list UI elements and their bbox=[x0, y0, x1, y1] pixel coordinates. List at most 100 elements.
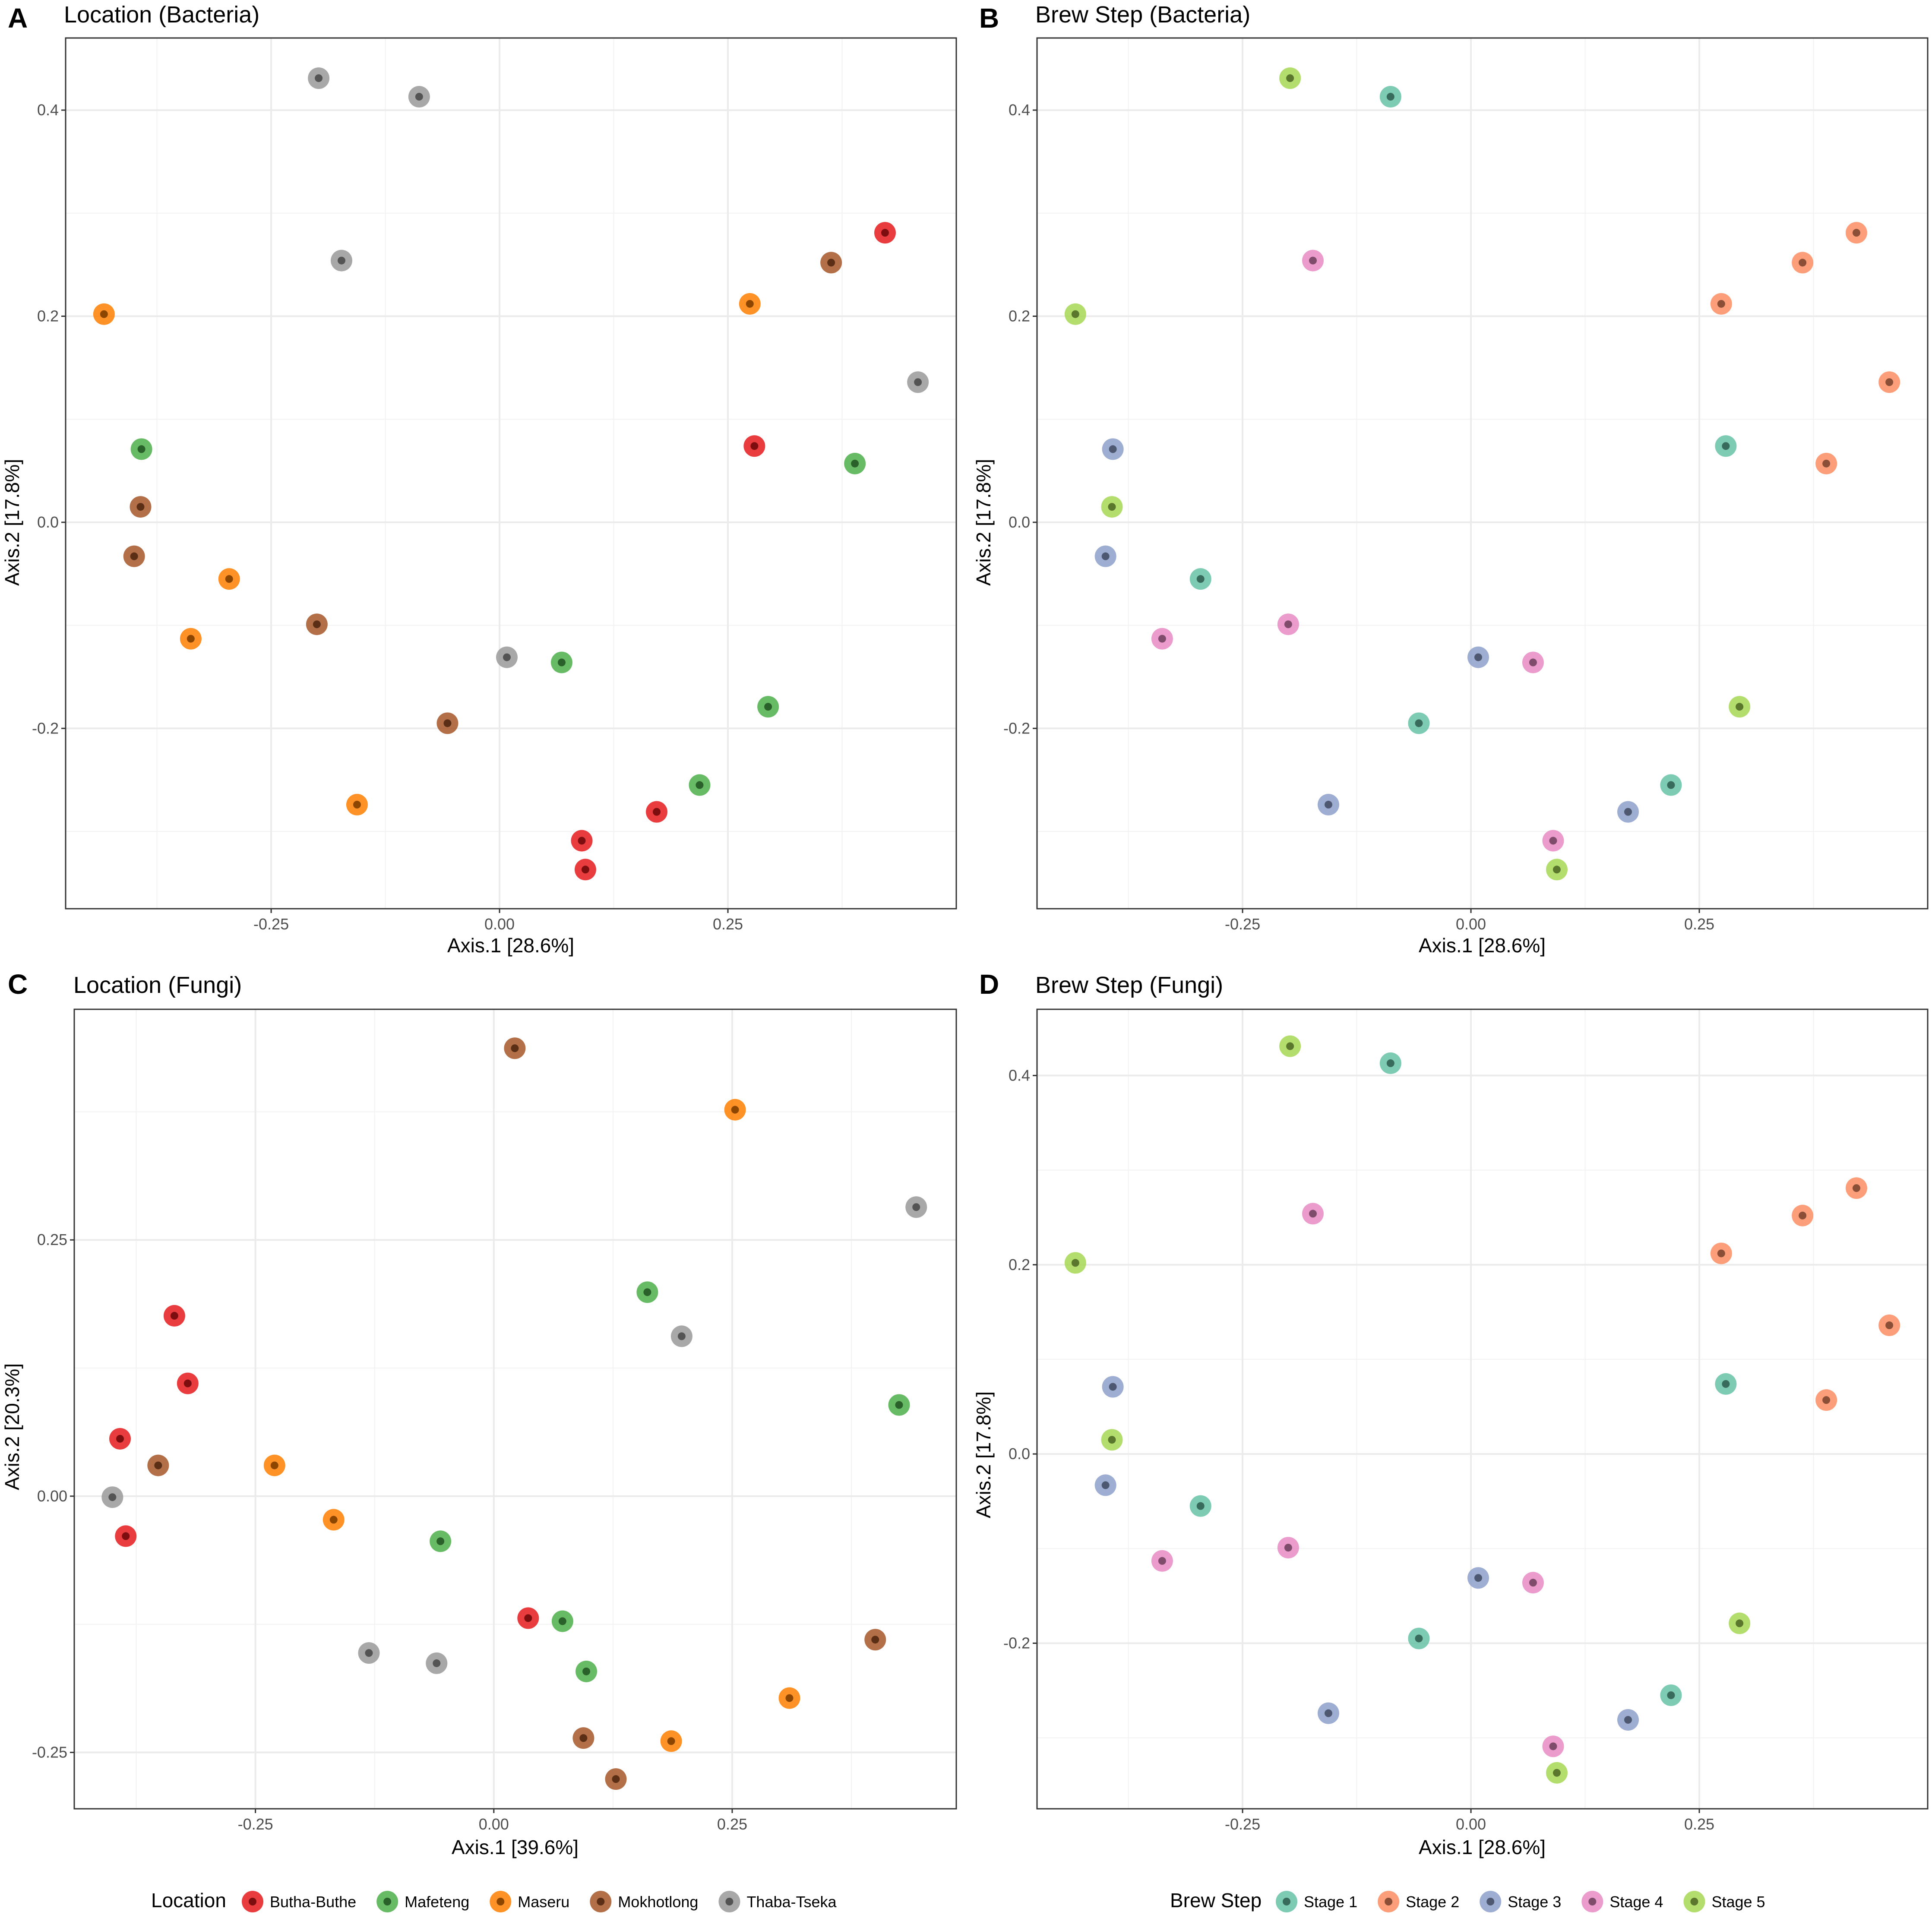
x-axis-title: Axis.1 [39.6%] bbox=[452, 1836, 579, 1858]
data-point bbox=[1302, 1203, 1324, 1225]
data-point bbox=[101, 1486, 123, 1508]
x-tick-label: -0.25 bbox=[1225, 1815, 1260, 1833]
y-axis-title: Axis.2 [17.8%] bbox=[972, 1391, 995, 1518]
data-point bbox=[1715, 1373, 1737, 1395]
data-point bbox=[1715, 435, 1737, 457]
y-tick-label: -0.2 bbox=[1003, 1634, 1030, 1652]
x-tick-label: 0.25 bbox=[1684, 915, 1714, 933]
data-point bbox=[1317, 1702, 1339, 1724]
data-point bbox=[907, 371, 929, 393]
data-point bbox=[1151, 1550, 1173, 1572]
data-point bbox=[1878, 371, 1900, 393]
data-point bbox=[757, 696, 779, 718]
data-point bbox=[574, 859, 596, 881]
data-point bbox=[1522, 651, 1544, 673]
data-point bbox=[263, 1454, 285, 1476]
legend-label: Maseru bbox=[518, 1893, 569, 1911]
data-point bbox=[1660, 774, 1682, 796]
data-point bbox=[331, 250, 353, 272]
legend-item: Mafeteng bbox=[376, 1891, 469, 1912]
y-tick-label: 0.0 bbox=[37, 513, 59, 531]
data-point bbox=[1102, 438, 1124, 460]
legend-label: Thaba-Tseka bbox=[746, 1893, 837, 1911]
data-point bbox=[308, 67, 330, 89]
data-point bbox=[1279, 1035, 1301, 1057]
data-point bbox=[1102, 1376, 1124, 1398]
data-point bbox=[888, 1394, 910, 1416]
data-point bbox=[1094, 545, 1116, 567]
data-point bbox=[670, 1325, 692, 1347]
x-tick-label: 0.25 bbox=[713, 915, 743, 933]
legend-label: Stage 1 bbox=[1304, 1893, 1357, 1911]
data-point bbox=[1546, 859, 1568, 881]
y-tick-label: -0.2 bbox=[32, 719, 59, 737]
data-point bbox=[571, 830, 593, 852]
data-point bbox=[323, 1509, 345, 1531]
legend-item: Maseru bbox=[490, 1891, 569, 1912]
x-axis-title: Axis.1 [28.6%] bbox=[1419, 1836, 1546, 1858]
data-point bbox=[1845, 222, 1867, 244]
data-point bbox=[1660, 1684, 1682, 1706]
y-tick-label: 0.4 bbox=[1009, 101, 1030, 119]
data-point bbox=[1710, 1242, 1732, 1264]
legend-items-location: Butha-Buthe Mafeteng Maseru Mokhotlong Thaba… bbox=[242, 1891, 837, 1912]
data-point bbox=[1617, 1709, 1639, 1731]
chart-marks: -0.25 0.00 0.25-0.20.00.20.4-0.25 0.00 0.25-… bbox=[32, 37, 1929, 1912]
panel-border bbox=[73, 1008, 957, 1810]
data-point bbox=[1408, 712, 1430, 734]
legend-item: Stage 2 bbox=[1378, 1891, 1459, 1912]
panel-border bbox=[65, 37, 957, 910]
data-point bbox=[1522, 1572, 1544, 1594]
data-point bbox=[115, 1525, 137, 1547]
legend-label: Stage 4 bbox=[1609, 1893, 1663, 1911]
legend-item: Thaba-Tseka bbox=[718, 1891, 837, 1912]
data-point bbox=[874, 222, 896, 244]
x-tick-label: 0.00 bbox=[479, 1815, 509, 1833]
plot-area-a: -0.25 0.00 0.25 -0.2 0.0 0.2 0.4 bbox=[32, 37, 957, 933]
data-point bbox=[130, 438, 152, 460]
legend-item: Butha-Buthe bbox=[242, 1891, 356, 1912]
data-point bbox=[1617, 801, 1639, 823]
data-point bbox=[1094, 1474, 1116, 1496]
data-point bbox=[572, 1727, 594, 1749]
data-point bbox=[1317, 793, 1339, 815]
data-point bbox=[358, 1642, 380, 1664]
data-point bbox=[1064, 303, 1086, 325]
legend-item: Stage 1 bbox=[1276, 1891, 1357, 1912]
legend-item: Stage 3 bbox=[1480, 1891, 1561, 1912]
panel-title: Brew Step (Bacteria) bbox=[1035, 2, 1250, 28]
panel-d: D Brew Step (Fungi) Axis.1 [28.6%] Axis.… bbox=[972, 969, 1546, 1858]
plot-area-d: -0.25 0.00 0.25 -0.2 0.0 0.2 0.4 bbox=[1003, 1008, 1929, 1833]
y-tick-label: 0.00 bbox=[37, 1487, 67, 1505]
x-tick-label: -0.25 bbox=[1225, 915, 1260, 933]
data-point bbox=[1408, 1627, 1430, 1649]
legend-label: Mafeteng bbox=[405, 1893, 469, 1911]
data-point bbox=[1101, 1429, 1123, 1451]
data-point bbox=[123, 545, 145, 567]
y-axis-title: Axis.2 [20.3%] bbox=[1, 1363, 23, 1490]
data-point bbox=[1467, 646, 1489, 668]
panel-border bbox=[1036, 37, 1929, 910]
legend-label: Mokhotlong bbox=[618, 1893, 698, 1911]
legend-brew-step: Brew Step bbox=[1170, 1889, 1262, 1912]
data-point bbox=[1729, 696, 1751, 718]
panel-title: Location (Fungi) bbox=[73, 972, 242, 998]
data-point bbox=[689, 774, 711, 796]
data-point bbox=[436, 712, 458, 734]
x-axis-title: Axis.1 [28.6%] bbox=[1419, 934, 1546, 957]
data-point bbox=[739, 293, 761, 315]
x-tick-label: 0.00 bbox=[1456, 915, 1486, 933]
data-point bbox=[1277, 613, 1299, 635]
data-point bbox=[426, 1652, 448, 1674]
data-point bbox=[1542, 1735, 1564, 1757]
plot-area-b: -0.25 0.00 0.25 -0.2 0.0 0.2 0.4 bbox=[1003, 37, 1929, 933]
legend-label: Butha-Buthe bbox=[270, 1893, 356, 1911]
data-point bbox=[1815, 1389, 1837, 1411]
data-point bbox=[1379, 1052, 1401, 1074]
legend-location: Location bbox=[151, 1889, 226, 1912]
data-point bbox=[550, 651, 572, 673]
data-point bbox=[660, 1730, 682, 1752]
data-point bbox=[130, 496, 152, 518]
data-point bbox=[180, 628, 202, 650]
